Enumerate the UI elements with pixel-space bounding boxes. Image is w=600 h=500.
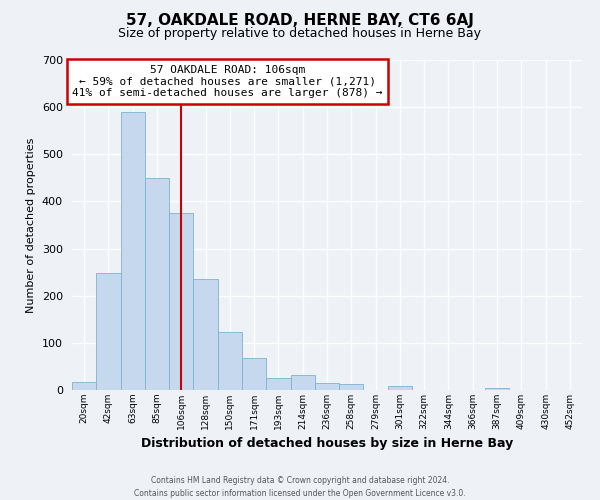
Bar (96, 273, 121, 390)
Bar (339, 384, 364, 390)
Text: 57 OAKDALE ROAD: 106sqm
← 59% of detached houses are smaller (1,271)
41% of semi: 57 OAKDALE ROAD: 106sqm ← 59% of detache… (72, 65, 383, 98)
Bar (145, 178, 169, 390)
Text: 57, OAKDALE ROAD, HERNE BAY, CT6 6AJ: 57, OAKDALE ROAD, HERNE BAY, CT6 6AJ (126, 12, 474, 28)
Bar (121, 112, 145, 390)
Bar (266, 378, 290, 390)
Bar (388, 386, 412, 390)
Bar (485, 388, 509, 390)
Bar (218, 332, 242, 390)
Bar (72, 382, 96, 390)
Text: Contains HM Land Registry data © Crown copyright and database right 2024.
Contai: Contains HM Land Registry data © Crown c… (134, 476, 466, 498)
X-axis label: Distribution of detached houses by size in Herne Bay: Distribution of detached houses by size … (141, 438, 513, 450)
Y-axis label: Number of detached properties: Number of detached properties (26, 138, 36, 312)
Bar (290, 376, 315, 390)
Bar (169, 213, 193, 390)
Bar (242, 358, 266, 390)
Bar (193, 279, 218, 390)
Bar (315, 384, 339, 390)
Text: Size of property relative to detached houses in Herne Bay: Size of property relative to detached ho… (119, 28, 482, 40)
